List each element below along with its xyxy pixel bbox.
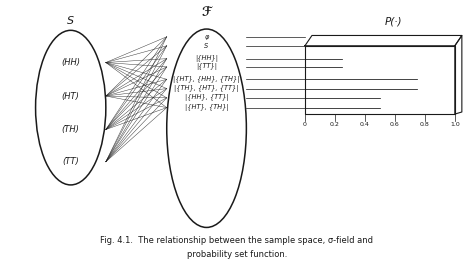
Text: 0.6: 0.6 [390, 122, 400, 127]
Text: P(·): P(·) [385, 16, 403, 26]
Text: 1.0: 1.0 [450, 122, 460, 127]
Text: |{HT}, {TH}|: |{HT}, {TH}| [185, 104, 228, 111]
Text: φ: φ [204, 34, 209, 40]
Text: S: S [67, 16, 74, 26]
Text: (HH): (HH) [61, 58, 80, 67]
Text: |{TT}|: |{TT}| [196, 63, 217, 70]
Text: Fig. 4.1.  The relationship between the sample space, σ-field and: Fig. 4.1. The relationship between the s… [100, 236, 374, 245]
Text: S: S [204, 43, 209, 49]
Text: (TH): (TH) [62, 125, 80, 134]
Text: (HT): (HT) [62, 91, 80, 100]
Text: |{HH}|: |{HH}| [195, 55, 218, 62]
Text: |{HH}, {TT}|: |{HH}, {TT}| [185, 94, 228, 101]
Text: probability set function.: probability set function. [187, 250, 287, 259]
Text: ℱ: ℱ [201, 6, 211, 19]
Text: 0.8: 0.8 [420, 122, 430, 127]
Text: |{TH}, {HT}, {TT}|: |{TH}, {HT}, {TT}| [174, 85, 239, 92]
Text: 0: 0 [303, 122, 307, 127]
Text: |{HT}, {HH}, {TH}|: |{HT}, {HH}, {TH}| [173, 76, 240, 83]
Text: 0.2: 0.2 [330, 122, 340, 127]
Text: (TT): (TT) [62, 157, 79, 166]
Text: 0.4: 0.4 [360, 122, 370, 127]
